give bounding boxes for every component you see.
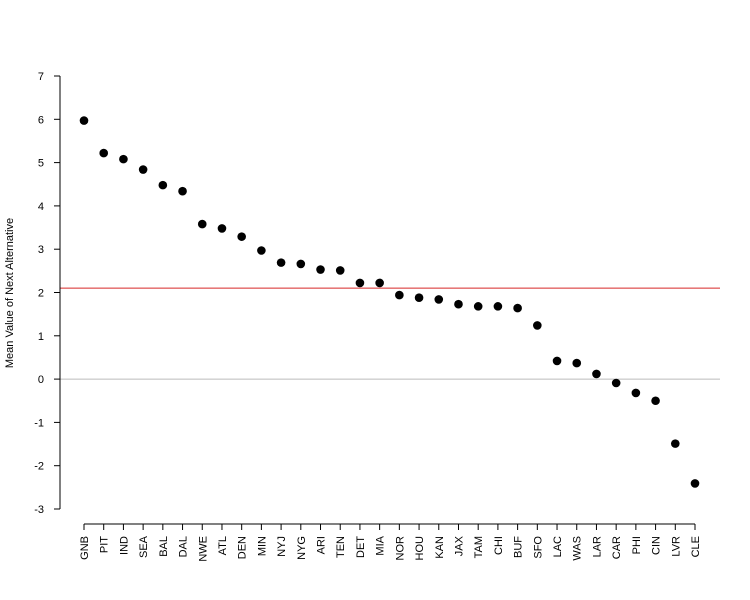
data-point-nyg xyxy=(296,259,306,269)
x-tick-label: WAS xyxy=(572,536,584,561)
y-tick-label: 4 xyxy=(38,201,44,213)
reference-lines xyxy=(60,287,720,380)
data-point-sea xyxy=(138,165,148,174)
x-tick-label: GNB xyxy=(79,536,91,560)
data-point-buf xyxy=(513,303,522,313)
x-tick-label: LAR xyxy=(591,536,603,557)
data-point-pit xyxy=(99,148,109,158)
data-point-cle xyxy=(690,479,700,488)
y-tick-label: -1 xyxy=(34,417,44,429)
data-point-ari xyxy=(316,265,325,274)
data-point-min xyxy=(257,246,266,255)
x-tick-label: TEN xyxy=(335,536,347,558)
data-point-cin xyxy=(651,396,660,406)
x-tick-label: BAL xyxy=(158,536,170,557)
x-tick-label: MIN xyxy=(256,536,268,556)
x-axis: GNB PIT IND SEA BAL DAL NWE ATL DEN MIN NYJ NYG ARI T… xyxy=(79,523,702,562)
x-tick-label: NYG xyxy=(296,536,308,560)
data-point-was xyxy=(572,358,582,368)
data-point-kan xyxy=(434,295,444,304)
y-tick-label: 6 xyxy=(38,114,44,126)
data-point-det xyxy=(355,278,365,288)
data-point-hou xyxy=(414,293,424,302)
data-point-sfo xyxy=(533,321,542,330)
x-tick-label: PIT xyxy=(99,536,111,553)
y-tick-label: 5 xyxy=(38,158,44,170)
data-point-ten xyxy=(335,266,345,275)
y-tick-label: 3 xyxy=(38,244,44,256)
y-tick-label: 1 xyxy=(38,331,44,343)
x-tick-label: CHI xyxy=(493,536,505,555)
x-tick-label: PHI xyxy=(631,536,643,554)
x-tick-label: CAR xyxy=(611,536,623,559)
data-point-nor xyxy=(395,290,404,300)
y-axis: -3 -2 -1 0 1 2 3 4 5 6 7 xyxy=(34,71,61,516)
x-tick-label: TAM xyxy=(473,536,485,558)
y-tick-label: -3 xyxy=(34,504,44,516)
x-tick-label: CIN xyxy=(651,536,663,555)
data-point-atl xyxy=(217,224,227,233)
data-point-mia xyxy=(375,278,384,288)
x-tick-label: MIA xyxy=(375,535,387,555)
y-tick-label: -2 xyxy=(34,461,44,473)
y-tick-label: 0 xyxy=(38,374,44,386)
x-tick-label: DET xyxy=(355,536,367,558)
y-tick-label: 7 xyxy=(38,71,44,83)
data-point-nyj xyxy=(276,258,286,267)
data-points xyxy=(79,116,700,488)
data-point-lar xyxy=(592,369,601,379)
x-tick-label: CLE xyxy=(690,536,702,557)
x-tick-label: SEA xyxy=(138,535,150,558)
x-tick-label: LVR xyxy=(670,536,682,557)
data-point-dal xyxy=(178,186,187,196)
data-point-lac xyxy=(552,356,562,366)
x-tick-label: LAC xyxy=(552,536,564,557)
x-tick-label: IND xyxy=(118,536,130,555)
x-tick-label: KAN xyxy=(434,536,446,559)
data-point-den xyxy=(237,232,246,241)
x-tick-label: JAX xyxy=(453,535,465,556)
data-point-phi xyxy=(631,388,641,398)
data-point-gnb xyxy=(79,116,89,125)
y-tick-label: 2 xyxy=(38,288,44,300)
x-tick-label: DAL xyxy=(178,536,190,557)
x-tick-label: NYJ xyxy=(276,536,288,557)
x-tick-label: ARI xyxy=(316,536,328,554)
data-point-jax xyxy=(454,299,463,309)
x-tick-label: NWE xyxy=(197,536,209,562)
data-point-tam xyxy=(473,302,483,311)
data-point-nwe xyxy=(197,219,207,229)
x-tick-label: DEN xyxy=(237,536,249,559)
data-point-chi xyxy=(493,302,503,311)
x-tick-label: HOU xyxy=(414,536,426,561)
x-tick-label: BUF xyxy=(513,536,525,558)
data-point-ind xyxy=(119,154,128,164)
data-point-car xyxy=(611,378,621,388)
x-tick-label: ATL xyxy=(217,536,229,555)
data-point-lvr xyxy=(670,439,680,448)
x-tick-label: NOR xyxy=(394,536,406,561)
y-axis-label: Mean Value of Next Alternative xyxy=(4,218,16,368)
data-point-bal xyxy=(158,180,168,190)
x-tick-label: SFO xyxy=(532,536,544,559)
